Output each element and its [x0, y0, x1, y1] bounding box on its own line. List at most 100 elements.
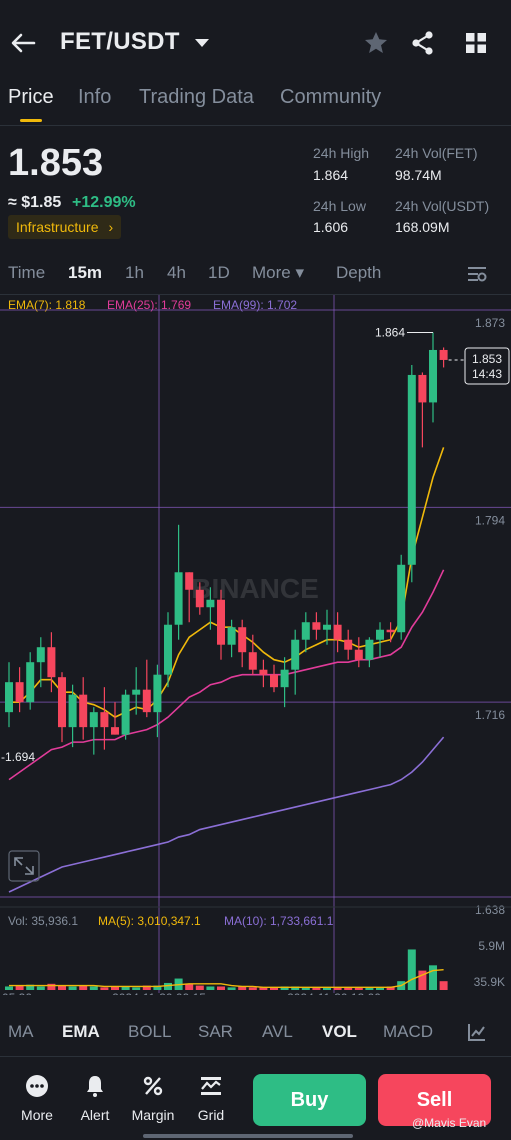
candle-body: [323, 624, 331, 630]
bell-icon: [87, 1076, 103, 1097]
volume-bar: [354, 987, 363, 990]
indicator-macd[interactable]: MACD: [383, 1022, 434, 1041]
volume-bar: [418, 970, 427, 990]
low-marker-label: -1.694: [1, 750, 35, 764]
buy-button[interactable]: Buy: [253, 1074, 366, 1126]
volume-bar: [100, 987, 109, 990]
tab-info[interactable]: Info: [78, 86, 112, 108]
star-icon[interactable]: [363, 30, 389, 56]
candle-body: [58, 677, 66, 728]
candle-body: [206, 599, 215, 608]
24h-high-label: 24h High: [313, 145, 370, 161]
candle-body: [26, 662, 35, 703]
volume-bar: [15, 985, 24, 990]
candle-body: [185, 572, 194, 590]
depth-tab[interactable]: Depth: [336, 263, 382, 282]
last-price: 1.853: [8, 142, 104, 184]
share-icon[interactable]: [410, 30, 436, 56]
timeframe-1d[interactable]: 1D: [208, 263, 230, 282]
volume-bar: [26, 984, 35, 990]
volume-bar: [164, 982, 172, 990]
more-button[interactable]: More: [9, 1074, 65, 1123]
volume-bar: [376, 987, 384, 990]
grid-icon[interactable]: [463, 30, 489, 56]
candle-body: [312, 622, 321, 630]
percent-icon: [143, 1076, 163, 1096]
volume-bar: [132, 987, 141, 990]
price-chart[interactable]: 1.873 1.794 1.716 1.638 BINANCE 1.864 -1.694 1.…: [0, 295, 511, 995]
watermark-text: BINANCE: [191, 573, 319, 604]
indicator-avl[interactable]: AVL: [262, 1022, 293, 1041]
caret-down-icon[interactable]: [194, 36, 210, 50]
timeframe-more[interactable]: More ▾: [252, 263, 304, 282]
pair-title[interactable]: FET/USDT: [60, 28, 180, 55]
volume-bar: [89, 986, 98, 990]
usd-price: ≈ $1.85: [8, 194, 62, 211]
grid-bot-icon: [201, 1077, 221, 1095]
tab-price[interactable]: Price: [8, 86, 54, 108]
price-change-percent: +12.99%: [72, 194, 136, 211]
volume-bar: [227, 987, 236, 990]
timeframe-4h[interactable]: 4h: [167, 263, 186, 282]
indicator-sar[interactable]: SAR: [198, 1022, 233, 1041]
candle-body: [121, 694, 130, 735]
candle-body: [429, 349, 437, 403]
volume-bar: [344, 987, 353, 990]
ema99-legend: EMA(99): 1.702: [213, 298, 298, 312]
category-tag-label: Infrastructure: [16, 219, 99, 235]
volume-bar: [248, 987, 257, 990]
volume-bar: [429, 965, 437, 990]
tab-community[interactable]: Community: [280, 86, 382, 108]
volume-bar: [217, 986, 225, 990]
timeframe-time[interactable]: Time: [8, 263, 46, 282]
credit-text: @Mavis Evan: [412, 1116, 487, 1130]
candle-body: [100, 712, 109, 728]
y-tick-label: 1.638: [475, 903, 505, 917]
grid-button[interactable]: Grid: [183, 1074, 239, 1123]
candle-body: [333, 624, 342, 640]
indicator-vol[interactable]: VOL: [322, 1022, 357, 1041]
ema7-legend: EMA(7): 1.818: [8, 298, 86, 312]
margin-button[interactable]: Margin: [125, 1074, 181, 1123]
fullscreen-arrows: [14, 857, 34, 875]
indicator-settings-icon[interactable]: [467, 1022, 487, 1042]
indicator-ema[interactable]: EMA: [62, 1022, 100, 1041]
volume-bar: [68, 986, 77, 990]
sell-button[interactable]: Sell: [378, 1074, 491, 1126]
divider: [0, 294, 511, 295]
back-arrow-icon[interactable]: [8, 28, 38, 58]
indicator-boll[interactable]: BOLL: [128, 1022, 172, 1041]
volume-bar: [386, 986, 395, 990]
y-tick-label: 1.794: [475, 513, 505, 527]
candle-body: [248, 652, 257, 670]
candle-body: [270, 674, 278, 688]
24h-low-label: 24h Low: [313, 198, 366, 214]
indicator-ma[interactable]: MA: [8, 1022, 34, 1041]
volume-bar: [36, 986, 45, 990]
volume-legend: Vol: 35,936.1: [8, 914, 79, 928]
home-indicator: [143, 1134, 353, 1138]
timeframe-1h[interactable]: 1h: [125, 263, 144, 282]
candle-body: [227, 627, 236, 645]
more-dots-icon: [26, 1075, 48, 1097]
alert-button[interactable]: Alert: [67, 1074, 123, 1123]
candle-body: [280, 669, 289, 688]
tab-trading-data[interactable]: Trading Data: [139, 86, 254, 108]
candle-body: [164, 624, 172, 675]
volume-bar: [270, 987, 278, 990]
top-bar: FET/USDT: [0, 0, 511, 86]
high-marker-label: 1.864: [375, 325, 405, 339]
current-price-label: 1.853: [472, 352, 502, 366]
volume-bar: [312, 987, 321, 990]
volume-bar: [47, 983, 56, 990]
candle-body: [217, 599, 225, 645]
24h-low-value: 1.606: [313, 219, 349, 235]
candle-body: [301, 622, 310, 640]
candle-body: [132, 689, 141, 695]
timeframe-15m[interactable]: 15m: [68, 263, 103, 282]
volume-ma5-legend: MA(5): 3,010,347.1: [98, 914, 201, 928]
volume-bar: [142, 985, 151, 990]
chart-settings-icon[interactable]: [466, 264, 488, 284]
category-tag[interactable]: Infrastructure ›: [8, 215, 122, 239]
x-tick-label: 2024-11-30 09:15: [112, 991, 206, 995]
